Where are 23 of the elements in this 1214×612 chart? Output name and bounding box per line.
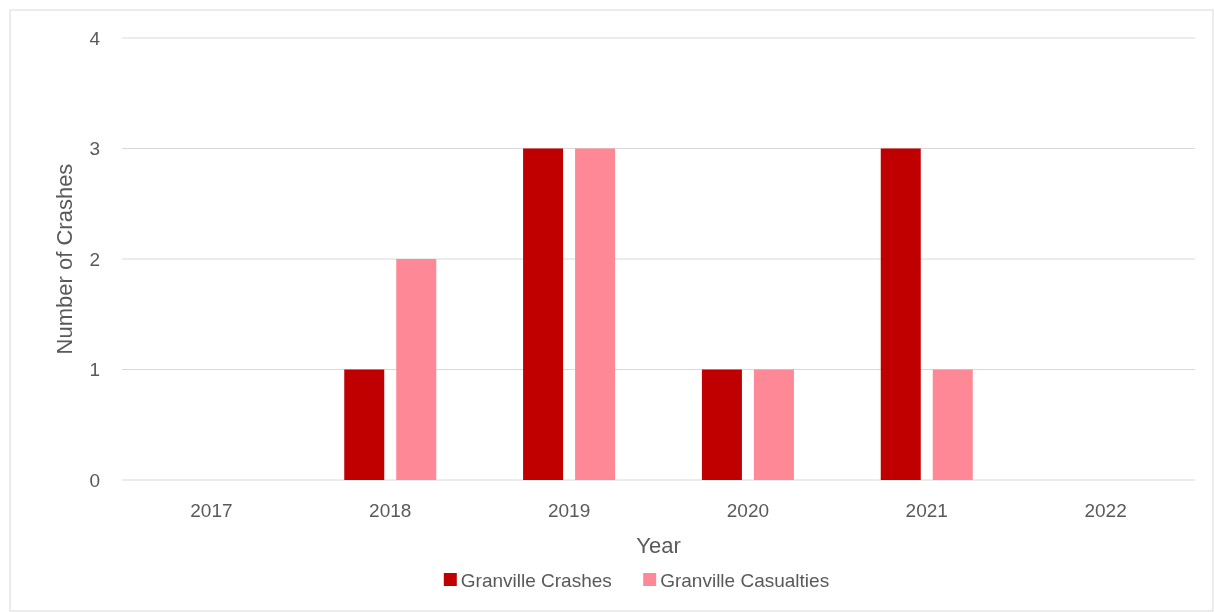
bar <box>753 369 794 480</box>
legend-label: Granville Casualties <box>660 569 830 591</box>
y-tick-label: 3 <box>89 138 100 160</box>
bar <box>575 148 616 480</box>
y-tick-label: 1 <box>89 359 100 381</box>
y-axis-title: Number of Crashes <box>52 163 77 355</box>
x-tick-label: 2018 <box>369 500 412 521</box>
bar <box>880 148 921 480</box>
bar <box>932 369 973 480</box>
x-axis-title: Year <box>636 533 681 558</box>
x-tick-label: 2017 <box>190 500 233 521</box>
x-tick-label: 2022 <box>1084 500 1127 521</box>
x-tick-label: 2020 <box>726 500 770 521</box>
y-tick-label: 0 <box>89 469 100 491</box>
bar <box>344 369 385 480</box>
legend-label: Granville Crashes <box>460 569 612 591</box>
x-tick-label: 2019 <box>547 500 591 521</box>
bar <box>523 148 564 480</box>
bar <box>701 369 742 480</box>
bar <box>396 259 437 480</box>
y-tick-label: 2 <box>89 248 100 270</box>
x-tick-label: 2021 <box>905 500 948 521</box>
y-tick-label: 4 <box>89 27 101 49</box>
